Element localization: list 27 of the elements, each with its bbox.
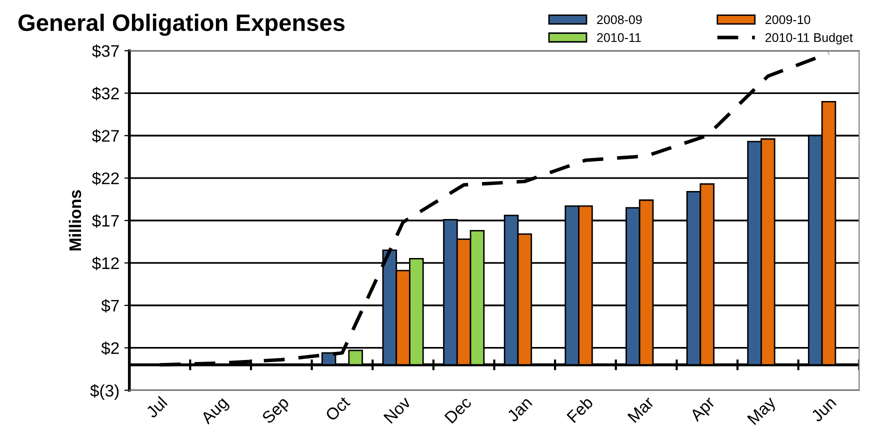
y-tick-label: $32 — [92, 86, 119, 100]
legend-label: 2010-11 — [597, 33, 641, 42]
y-tick-label: $12 — [92, 256, 119, 270]
y-axis-title: Millions — [68, 190, 82, 250]
y-tick-label: $17 — [92, 214, 119, 228]
y-tick-label: $22 — [92, 172, 119, 186]
x-tick-label: Oct — [324, 396, 351, 422]
x-tick-label: May — [747, 396, 779, 428]
x-tick-label: Jul — [144, 396, 168, 419]
legend-label: 2010-11 Budget — [765, 32, 853, 44]
chart-title: General Obligation Expenses — [18, 14, 345, 36]
y-tick-label: $2 — [101, 342, 119, 356]
y-tick-label: $37 — [92, 44, 119, 58]
x-tick-label: Jun — [810, 396, 837, 423]
x-tick-label: Feb — [566, 396, 594, 424]
x-tick-label: Dec — [444, 396, 472, 424]
x-tick-label: Jan — [506, 396, 533, 423]
y-tick-label: $7 — [101, 299, 119, 313]
legend-label: 2009-10 — [765, 15, 810, 24]
x-tick-label: Mar — [627, 396, 655, 424]
legend-label: 2008-09 — [597, 15, 642, 24]
x-tick-label: Aug — [200, 396, 231, 428]
y-tick-label: $27 — [92, 129, 119, 143]
x-tick-label: Sep — [261, 396, 292, 427]
y-tick-label: $(3) — [90, 384, 119, 400]
x-tick-label: Nov — [383, 396, 412, 424]
x-tick-label: Apr — [689, 396, 718, 424]
